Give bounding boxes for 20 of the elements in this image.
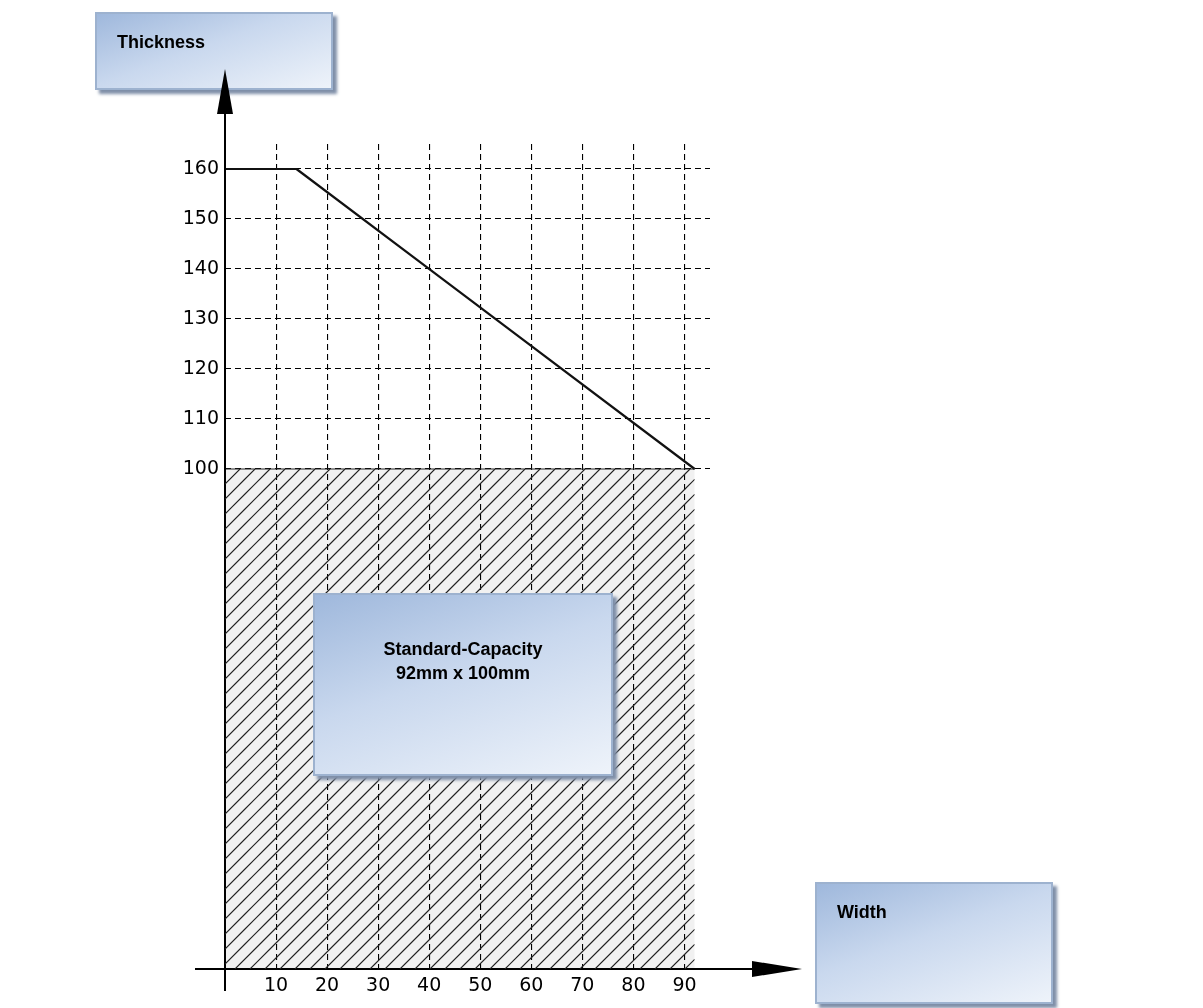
- y-tick-label: 150: [182, 205, 219, 228]
- x-tick-label: 70: [570, 973, 595, 996]
- x-tick-label: 40: [417, 973, 442, 996]
- y-tick-label: 120: [182, 355, 219, 378]
- y-tick-label: 130: [182, 305, 219, 328]
- x-tick-label: 90: [672, 973, 697, 996]
- x-tick-label: 50: [468, 973, 493, 996]
- y-tick-label: 160: [182, 155, 219, 178]
- callout-box: Thickness: [95, 12, 333, 90]
- y-tick-label: 140: [182, 255, 219, 278]
- x-tick-label: 60: [519, 973, 544, 996]
- annotation: Standard-Capacity 92mm x 100mm: [382, 638, 544, 685]
- x-tick-label: 80: [621, 973, 646, 996]
- x-tick-label: 10: [263, 973, 289, 996]
- callout-box: Width: [815, 882, 1053, 1004]
- x-tick-label: 30: [366, 973, 391, 996]
- x-tick-label: 20: [315, 973, 340, 996]
- y-tick-label: 110: [182, 405, 219, 428]
- callout-box: Standard-Capacity 92mm x 100mm: [313, 593, 613, 776]
- y-tick-label: 100: [182, 455, 219, 478]
